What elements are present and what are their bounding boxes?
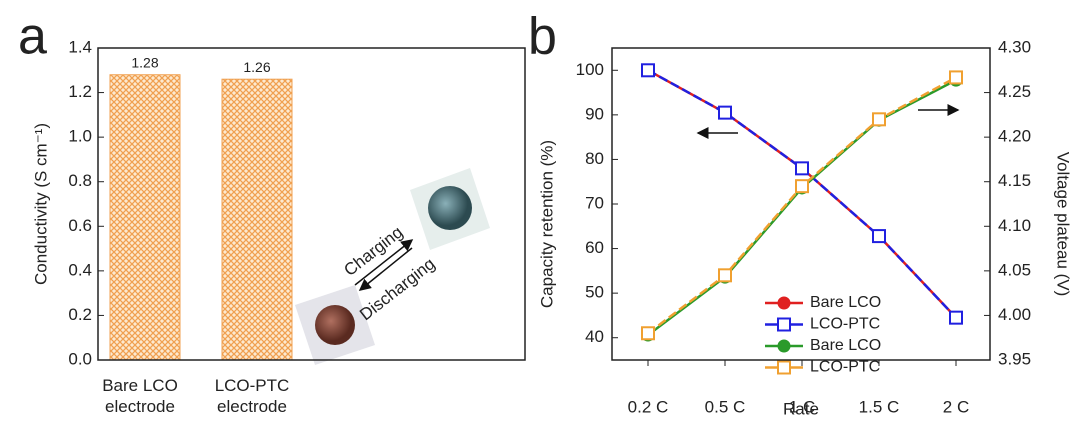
y-tick-label: 1.4	[68, 37, 92, 56]
y-tick-label: 0.8	[68, 171, 92, 190]
y-tick-label: 60	[585, 238, 604, 257]
y2-tick-label: 4.20	[998, 127, 1031, 146]
data-label: 1.26	[243, 59, 270, 75]
plot-frame	[97, 47, 526, 361]
y-tick-label: 70	[585, 193, 604, 212]
y2-tick-label: 4.15	[998, 171, 1031, 190]
y2-tick-label: 4.05	[998, 260, 1031, 279]
y2-tick-label: 4.00	[998, 305, 1031, 324]
y-tick-label: 100	[576, 60, 604, 79]
y-tick-label: 40	[585, 327, 604, 346]
y-tick-label: 50	[585, 283, 604, 302]
legend-label: Bare LCO	[810, 337, 881, 354]
marker	[718, 105, 732, 120]
legend-marker	[777, 339, 791, 353]
legend-label: LCO-PTC	[810, 359, 880, 376]
x-tick-label: 0.5 C	[705, 397, 746, 416]
x-tick-label: 2 C	[943, 397, 969, 416]
legend-marker	[777, 296, 791, 310]
y-tick-label: 0.6	[68, 216, 92, 235]
legend-marker	[777, 360, 791, 375]
data-label: 1.28	[131, 54, 158, 70]
y-tick-label: 0.4	[68, 260, 92, 279]
marker	[949, 70, 963, 85]
y-axis-title: Conductivity (S cm⁻¹)	[31, 123, 50, 285]
panel-label: b	[528, 8, 557, 66]
y-tick-label: 80	[585, 149, 604, 168]
legend-label: LCO-PTC	[810, 316, 880, 333]
y2-tick-label: 3.95	[998, 349, 1031, 368]
inset	[295, 168, 490, 365]
y2-tick-label: 4.10	[998, 216, 1031, 235]
series-line	[647, 78, 957, 337]
y-tick-label: 0.2	[68, 305, 92, 324]
panel-label: a	[18, 8, 47, 66]
series-line	[647, 76, 957, 335]
x-axis-title: Rate	[783, 399, 819, 418]
y2-tick-label: 4.25	[998, 82, 1031, 101]
legend-label: Bare LCO	[810, 294, 881, 311]
bar	[109, 74, 181, 361]
x-tick-label: 1.5 C	[859, 397, 900, 416]
legend-marker	[777, 317, 791, 332]
y-tick-label: 1.0	[68, 127, 92, 146]
x-tick-label: 0.2 C	[628, 397, 669, 416]
plot-frame	[611, 47, 991, 361]
x-tick-label: Bare LCO electrode	[102, 376, 178, 416]
y-axis-title: Capacity retention (%)	[537, 140, 556, 308]
marker	[872, 112, 886, 127]
bar	[221, 78, 293, 361]
marker	[795, 179, 809, 194]
y2-axis-title: Voltage plateau (V)	[1054, 152, 1073, 297]
marker	[872, 229, 886, 244]
marker	[949, 310, 963, 325]
y-tick-label: 90	[585, 104, 604, 123]
x-tick-label: 1 C	[789, 397, 815, 416]
marker	[641, 326, 655, 341]
x-tick-label: LCO-PTC electrode	[214, 376, 290, 416]
y2-tick-label: 4.30	[998, 37, 1031, 56]
marker	[795, 161, 809, 176]
y-tick-label: 0.0	[68, 349, 92, 368]
y-tick-label: 1.2	[68, 82, 92, 101]
marker	[718, 268, 732, 283]
marker	[641, 63, 655, 78]
